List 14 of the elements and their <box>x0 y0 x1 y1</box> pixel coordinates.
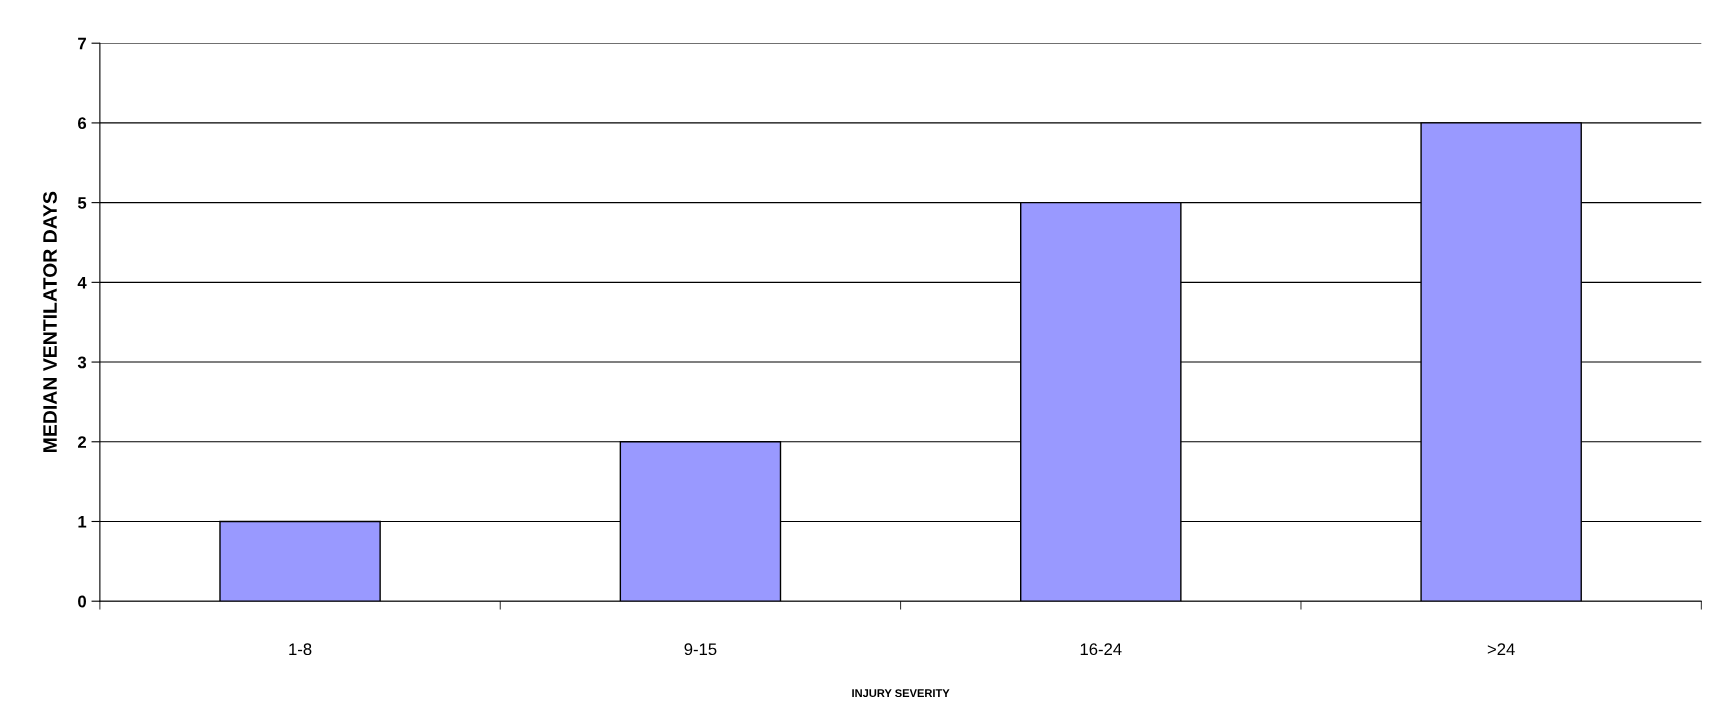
y-axis-title: MEDIAN VENTILATOR DAYS <box>43 191 57 452</box>
y-tick-label: 7 <box>78 37 86 50</box>
x-tick-label: 1-8 <box>289 643 312 656</box>
x-axis-title: INJURY SEVERITY <box>852 689 950 698</box>
y-tick-label: 0 <box>78 595 86 608</box>
y-tick-label: 1 <box>78 516 87 528</box>
y-tick-label: 6 <box>78 117 87 130</box>
y-tick-label: 2 <box>77 436 87 448</box>
y-tick-label: 5 <box>77 197 87 209</box>
y-tick-label: 3 <box>77 356 87 369</box>
x-tick-label: 16-24 <box>1080 643 1122 656</box>
x-tick-label: >24 <box>1487 643 1515 655</box>
x-tick-label: 9-15 <box>684 643 717 656</box>
y-tick-label: 4 <box>77 276 87 289</box>
